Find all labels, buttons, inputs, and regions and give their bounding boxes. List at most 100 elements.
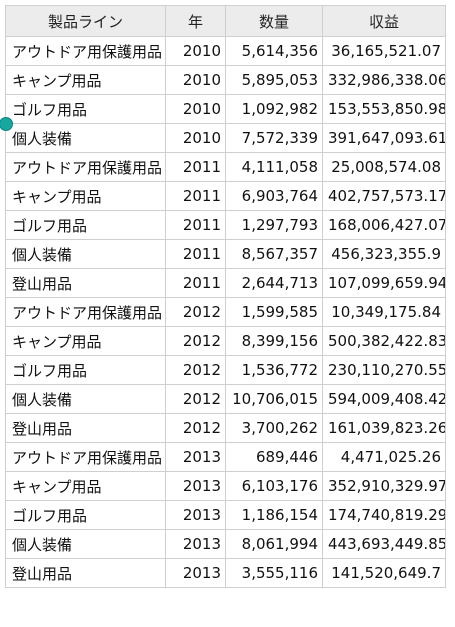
table-row[interactable]: アウトドア用保護用品 2013 689,446 4,471,025.26 xyxy=(5,442,446,472)
cell-quantity[interactable]: 1,599,585 xyxy=(225,297,323,327)
cell-year[interactable]: 2012 xyxy=(165,384,226,414)
table-row[interactable]: 個人装備 2012 10,706,015 594,009,408.42 xyxy=(5,384,446,414)
cell-quantity[interactable]: 5,614,356 xyxy=(225,36,323,66)
cell-quantity[interactable]: 6,903,764 xyxy=(225,181,323,211)
cell-year[interactable]: 2010 xyxy=(165,36,226,66)
cell-revenue[interactable]: 352,910,329.97 xyxy=(322,471,446,501)
cell-quantity[interactable]: 6,103,176 xyxy=(225,471,323,501)
table-row[interactable]: キャンプ用品 2013 6,103,176 352,910,329.97 xyxy=(5,471,446,501)
cell-year[interactable]: 2012 xyxy=(165,355,226,385)
cell-year[interactable]: 2011 xyxy=(165,152,226,182)
cell-product-line[interactable]: 個人装備 xyxy=(5,529,166,559)
cell-revenue[interactable]: 153,553,850.98 xyxy=(322,94,446,124)
cell-product-line[interactable]: ゴルフ用品 xyxy=(5,500,166,530)
cell-revenue[interactable]: 161,039,823.26 xyxy=(322,413,446,443)
cell-product-line[interactable]: 個人装備 xyxy=(5,123,166,153)
cell-quantity[interactable]: 1,092,982 xyxy=(225,94,323,124)
cell-quantity[interactable]: 8,399,156 xyxy=(225,326,323,356)
table-row[interactable]: キャンプ用品 2011 6,903,764 402,757,573.17 xyxy=(5,181,446,211)
cell-product-line[interactable]: 登山用品 xyxy=(5,413,166,443)
cell-year[interactable]: 2010 xyxy=(165,94,226,124)
table-row[interactable]: ゴルフ用品 2012 1,536,772 230,110,270.55 xyxy=(5,355,446,385)
cell-revenue[interactable]: 402,757,573.17 xyxy=(322,181,446,211)
cell-revenue[interactable]: 443,693,449.85 xyxy=(322,529,446,559)
cell-quantity[interactable]: 8,061,994 xyxy=(225,529,323,559)
cell-year[interactable]: 2010 xyxy=(165,123,226,153)
cell-year[interactable]: 2011 xyxy=(165,268,226,298)
cell-product-line[interactable]: アウトドア用保護用品 xyxy=(5,36,166,66)
cell-quantity[interactable]: 2,644,713 xyxy=(225,268,323,298)
cell-year[interactable]: 2011 xyxy=(165,239,226,269)
cell-revenue[interactable]: 230,110,270.55 xyxy=(322,355,446,385)
cell-revenue[interactable]: 4,471,025.26 xyxy=(322,442,446,472)
cell-year[interactable]: 2013 xyxy=(165,558,226,588)
resize-handle[interactable] xyxy=(0,117,13,131)
cell-quantity[interactable]: 1,297,793 xyxy=(225,210,323,240)
table-row[interactable]: キャンプ用品 2012 8,399,156 500,382,422.83 xyxy=(5,326,446,356)
cell-product-line[interactable]: アウトドア用保護用品 xyxy=(5,297,166,327)
column-header-year[interactable]: 年 xyxy=(165,5,226,37)
table-row[interactable]: 個人装備 2013 8,061,994 443,693,449.85 xyxy=(5,529,446,559)
cell-revenue[interactable]: 10,349,175.84 xyxy=(322,297,446,327)
cell-quantity[interactable]: 4,111,058 xyxy=(225,152,323,182)
cell-revenue[interactable]: 500,382,422.83 xyxy=(322,326,446,356)
cell-year[interactable]: 2011 xyxy=(165,210,226,240)
cell-revenue[interactable]: 174,740,819.29 xyxy=(322,500,446,530)
cell-revenue[interactable]: 332,986,338.06 xyxy=(322,65,446,95)
table-row[interactable]: 登山用品 2011 2,644,713 107,099,659.94 xyxy=(5,268,446,298)
column-header-product-line[interactable]: 製品ライン xyxy=(5,5,166,37)
column-header-quantity[interactable]: 数量 xyxy=(225,5,323,37)
cell-revenue[interactable]: 141,520,649.7 xyxy=(322,558,446,588)
cell-year[interactable]: 2012 xyxy=(165,297,226,327)
cell-quantity[interactable]: 1,536,772 xyxy=(225,355,323,385)
cell-year[interactable]: 2010 xyxy=(165,65,226,95)
cell-product-line[interactable]: キャンプ用品 xyxy=(5,471,166,501)
cell-quantity[interactable]: 7,572,339 xyxy=(225,123,323,153)
cell-product-line[interactable]: キャンプ用品 xyxy=(5,181,166,211)
cell-product-line[interactable]: 登山用品 xyxy=(5,558,166,588)
cell-quantity[interactable]: 8,567,357 xyxy=(225,239,323,269)
cell-year[interactable]: 2013 xyxy=(165,500,226,530)
table-row[interactable]: アウトドア用保護用品 2010 5,614,356 36,165,521.07 xyxy=(5,36,446,66)
table-row[interactable]: アウトドア用保護用品 2011 4,111,058 25,008,574.08 xyxy=(5,152,446,182)
cell-quantity[interactable]: 10,706,015 xyxy=(225,384,323,414)
cell-product-line[interactable]: ゴルフ用品 xyxy=(5,355,166,385)
table-row[interactable]: 登山用品 2013 3,555,116 141,520,649.7 xyxy=(5,558,446,588)
cell-product-line[interactable]: キャンプ用品 xyxy=(5,326,166,356)
table-row[interactable]: 個人装備 2010 7,572,339 391,647,093.61 xyxy=(5,123,446,153)
table-row[interactable]: ゴルフ用品 2013 1,186,154 174,740,819.29 xyxy=(5,500,446,530)
cell-product-line[interactable]: アウトドア用保護用品 xyxy=(5,442,166,472)
cell-year[interactable]: 2013 xyxy=(165,529,226,559)
cell-revenue[interactable]: 594,009,408.42 xyxy=(322,384,446,414)
cell-product-line[interactable]: 個人装備 xyxy=(5,384,166,414)
cell-product-line[interactable]: 登山用品 xyxy=(5,268,166,298)
cell-product-line[interactable]: キャンプ用品 xyxy=(5,65,166,95)
table-row[interactable]: ゴルフ用品 2011 1,297,793 168,006,427.07 xyxy=(5,210,446,240)
cell-quantity[interactable]: 3,555,116 xyxy=(225,558,323,588)
cell-revenue[interactable]: 391,647,093.61 xyxy=(322,123,446,153)
cell-revenue[interactable]: 107,099,659.94 xyxy=(322,268,446,298)
table-row[interactable]: 登山用品 2012 3,700,262 161,039,823.26 xyxy=(5,413,446,443)
table-row[interactable]: 個人装備 2011 8,567,357 456,323,355.9 xyxy=(5,239,446,269)
table-row[interactable]: アウトドア用保護用品 2012 1,599,585 10,349,175.84 xyxy=(5,297,446,327)
cell-year[interactable]: 2012 xyxy=(165,413,226,443)
cell-year[interactable]: 2011 xyxy=(165,181,226,211)
cell-quantity[interactable]: 3,700,262 xyxy=(225,413,323,443)
table-row[interactable]: キャンプ用品 2010 5,895,053 332,986,338.06 xyxy=(5,65,446,95)
column-header-revenue[interactable]: 収益 xyxy=(322,5,446,37)
cell-quantity[interactable]: 689,446 xyxy=(225,442,323,472)
cell-revenue[interactable]: 456,323,355.9 xyxy=(322,239,446,269)
cell-product-line[interactable]: 個人装備 xyxy=(5,239,166,269)
cell-year[interactable]: 2012 xyxy=(165,326,226,356)
cell-year[interactable]: 2013 xyxy=(165,442,226,472)
cell-product-line[interactable]: ゴルフ用品 xyxy=(5,94,166,124)
table-row[interactable]: ゴルフ用品 2010 1,092,982 153,553,850.98 xyxy=(5,94,446,124)
cell-product-line[interactable]: ゴルフ用品 xyxy=(5,210,166,240)
cell-revenue[interactable]: 25,008,574.08 xyxy=(322,152,446,182)
cell-product-line[interactable]: アウトドア用保護用品 xyxy=(5,152,166,182)
cell-revenue[interactable]: 168,006,427.07 xyxy=(322,210,446,240)
cell-quantity[interactable]: 5,895,053 xyxy=(225,65,323,95)
cell-revenue[interactable]: 36,165,521.07 xyxy=(322,36,446,66)
cell-year[interactable]: 2013 xyxy=(165,471,226,501)
cell-quantity[interactable]: 1,186,154 xyxy=(225,500,323,530)
